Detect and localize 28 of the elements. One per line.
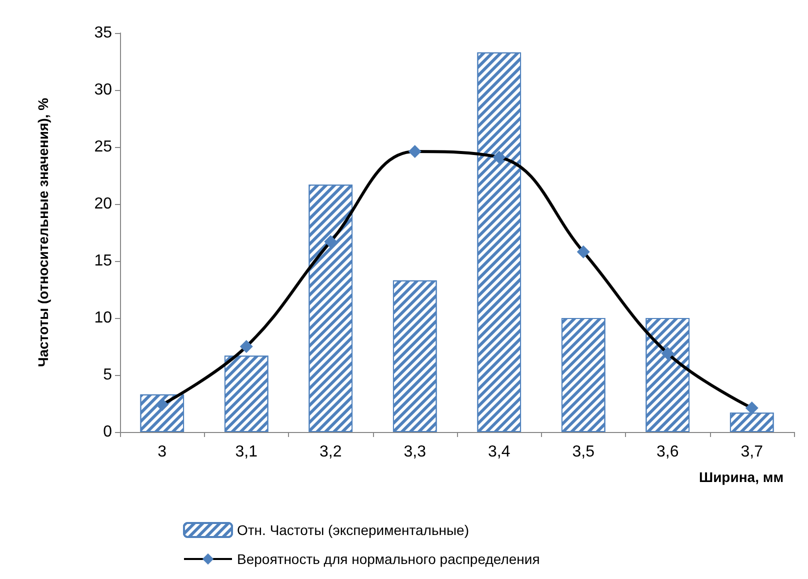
y-tick-label: 35 [94, 24, 112, 42]
y-tick-label: 15 [94, 252, 112, 270]
y-tick-label: 25 [94, 138, 112, 156]
y-tick-label: 10 [94, 310, 112, 326]
point [576, 245, 590, 258]
x-tick-label: 3,2 [320, 444, 342, 460]
point [156, 398, 169, 412]
y-axis-title: Частоты (относительные значения), % [35, 97, 51, 368]
x-tick-label: 3,4 [488, 444, 510, 460]
x-tick-label: 3,1 [235, 444, 258, 460]
x-axis-title: Ширина, мм [699, 469, 784, 485]
x-tick-label: 3 [158, 444, 167, 460]
x-tick-label: 3,3 [404, 444, 426, 460]
y-tick-label: 20 [94, 196, 112, 212]
point [240, 340, 253, 353]
x-tick-label: 3,6 [656, 444, 679, 460]
legend-label: Вероятность для нормального распределения [237, 551, 540, 567]
y-tick-label: 0 [103, 424, 112, 440]
point [492, 150, 506, 164]
x-tick-label: 3,7 [740, 444, 764, 460]
point [745, 402, 758, 415]
y-tick-label: 30 [94, 82, 112, 98]
legend-label: Отн. Частоты (экспериментальные) [237, 522, 469, 538]
x-tick-label: 3,5 [572, 444, 595, 460]
point [324, 235, 338, 248]
point [661, 346, 674, 360]
point [408, 145, 422, 158]
y-tick-label: 5 [103, 366, 112, 384]
